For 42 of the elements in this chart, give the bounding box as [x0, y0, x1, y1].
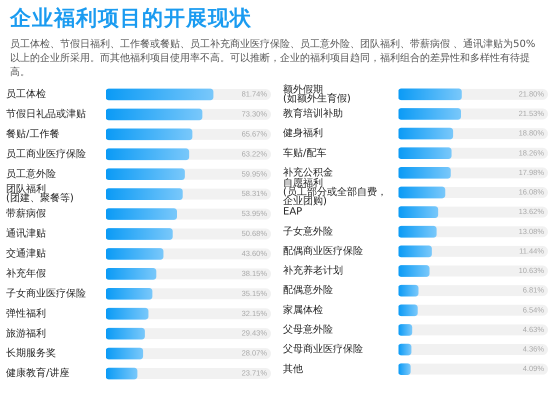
bar: [398, 363, 411, 376]
bar: [398, 304, 418, 316]
bar: [106, 328, 145, 340]
y-tick-label: 长期服务奖: [6, 347, 56, 360]
y-tick-label: 餐贴/工作餐: [6, 128, 60, 140]
y-tick-label: 补充公积金: [283, 166, 333, 178]
bar: [106, 348, 144, 360]
y-tick-label: 旅游福利: [6, 327, 46, 340]
bar: [106, 368, 138, 380]
bar: [398, 324, 412, 336]
y-tick-label: 节假日礼品或津贴: [6, 108, 86, 120]
y-tick-label: 车贴/配车: [283, 146, 326, 159]
y-tick-label: 通讯津贴: [6, 228, 46, 240]
y-tick-label: EAP: [283, 206, 302, 218]
y-tick-label: 其他: [283, 362, 303, 375]
bar: [398, 344, 412, 356]
y-tick-label: 员工意外险: [6, 168, 56, 180]
y-tick-label: 健康教育/讲座: [6, 367, 70, 380]
y-tick-label: 父母意外险: [283, 324, 333, 336]
bar: [398, 284, 418, 296]
y-tick-label: 自愿福利(员工部分或全部自费，企业团购): [283, 177, 387, 208]
y-tick-label: 额外假期(如额外生育假): [283, 83, 351, 104]
y-tick-label: 补充年假: [6, 267, 46, 280]
y-tick-label: 带薪病假: [6, 208, 46, 220]
y-tick-label: 团队福利(团建、聚餐等): [6, 183, 74, 204]
y-tick-label: 配偶商业医疗保险: [283, 244, 363, 257]
y-tick-label: 子女商业医疗保险: [6, 287, 86, 300]
bar: [398, 265, 430, 277]
y-tick-label: 教育培训补助: [283, 108, 343, 120]
y-tick-label: 员工体检: [6, 88, 46, 100]
y-tick-label: 父母商业医疗保险: [283, 343, 363, 356]
y-tick-label: 子女意外险: [283, 225, 333, 238]
y-tick-label: 家属体检: [283, 304, 323, 316]
y-tick-label: 补充养老计划: [283, 264, 343, 277]
y-tick-label: 员工商业医疗保险: [6, 148, 86, 160]
chart-title: 企业福利项目的开展现状: [10, 5, 253, 32]
y-tick-label: 弹性福利: [6, 307, 46, 320]
y-tick-label: 健身福利: [283, 127, 323, 140]
bar: [398, 246, 432, 258]
y-tick-label: 交通津贴: [6, 248, 46, 260]
y-tick-label: 配偶意外险: [283, 284, 333, 296]
text: 员工体检、节假日福利、工作餐或餐贴、员工补充商业医疗保险、员工意外险、团队福利、带薪病假 、通讯津贴为50%以上的企业所采用。而其他福利项目使用率不高。可以推断，企业的福利项目趋同，福利组合的差异性和多样性有待提高。: [10, 38, 536, 80]
